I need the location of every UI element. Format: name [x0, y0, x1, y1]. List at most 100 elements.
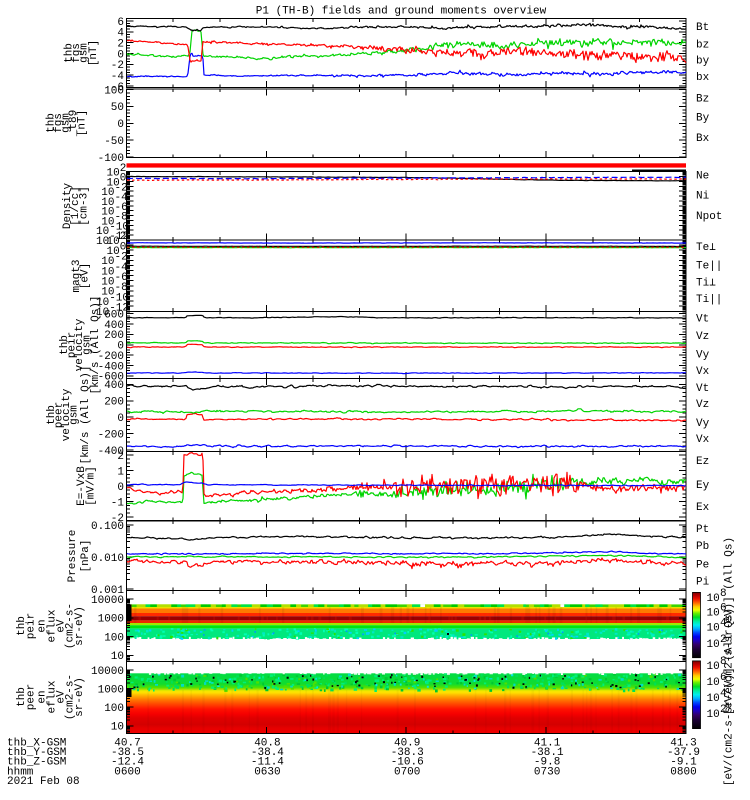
svg-text:[eV]: [eV] — [79, 263, 91, 289]
svg-text:thb: thb — [16, 616, 28, 636]
svg-text:-200: -200 — [98, 351, 124, 363]
svg-text:10: 10 — [707, 622, 720, 634]
svg-text:velocity: velocity — [74, 318, 86, 371]
svg-text:thb: thb — [45, 113, 57, 133]
svg-text:-400: -400 — [98, 446, 124, 458]
svg-text:gsm: gsm — [81, 335, 93, 355]
svg-text:-12: -12 — [109, 231, 129, 243]
svg-text:By: By — [696, 113, 710, 125]
svg-text:thb: thb — [46, 405, 58, 425]
svg-text:10000: 10000 — [91, 595, 124, 607]
svg-text:bx: bx — [696, 72, 710, 84]
svg-text:-10: -10 — [109, 292, 129, 304]
svg-text:Te⊥: Te⊥ — [696, 242, 716, 254]
svg-text:10: 10 — [707, 693, 720, 705]
svg-text:Pb: Pb — [696, 541, 709, 553]
svg-text:-12: -12 — [109, 303, 129, 315]
svg-text:10000: 10000 — [91, 666, 124, 678]
svg-text:0730: 0730 — [534, 766, 560, 778]
svg-text:-2: -2 — [115, 252, 128, 264]
svg-text:0: 0 — [120, 173, 127, 185]
svg-text:0.100: 0.100 — [91, 521, 124, 533]
svg-text:Ti||: Ti|| — [696, 294, 722, 306]
svg-text:Vy: Vy — [696, 418, 710, 430]
svg-text:6: 6 — [720, 603, 727, 615]
svg-text:-600: -600 — [98, 372, 124, 384]
svg-text:-38.1: -38.1 — [531, 747, 564, 759]
svg-text:10: 10 — [111, 651, 124, 663]
svg-text:-400: -400 — [98, 361, 124, 373]
svg-text:[mV/m]: [mV/m] — [85, 466, 97, 506]
svg-text:600: 600 — [104, 309, 124, 321]
svg-text:40.9: 40.9 — [394, 737, 420, 749]
svg-text:velocity: velocity — [61, 388, 73, 441]
svg-text:2: 2 — [720, 634, 727, 646]
svg-text:peir: peir — [66, 332, 78, 358]
svg-text:hhmm: hhmm — [7, 766, 34, 778]
svg-text:4: 4 — [720, 618, 727, 630]
svg-text:[eV/(cm2-s-sr-eV)] (All Qs): [eV/(cm2-s-sr-eV)] (All Qs) — [724, 537, 736, 715]
svg-text:eV: eV — [55, 690, 67, 704]
svg-text:100: 100 — [104, 703, 124, 715]
svg-text:en: en — [36, 619, 48, 632]
svg-text:0700: 0700 — [394, 766, 420, 778]
svg-text:41.1: 41.1 — [534, 737, 561, 749]
svg-text:400: 400 — [104, 320, 124, 332]
svg-text:4: 4 — [720, 688, 727, 700]
svg-text:peir: peir — [25, 613, 37, 639]
svg-text:eflux: eflux — [46, 680, 58, 713]
svg-text:Density: Density — [62, 183, 74, 230]
svg-text:0: 0 — [117, 482, 124, 494]
svg-text:-8: -8 — [115, 282, 128, 294]
svg-text:40.7: 40.7 — [114, 737, 140, 749]
svg-text:10: 10 — [111, 722, 124, 734]
svg-text:6: 6 — [117, 17, 124, 29]
svg-text:40.8: 40.8 — [254, 737, 280, 749]
svg-text:thb_X-GSM: thb_X-GSM — [7, 737, 66, 749]
svg-text:Pressure: Pressure — [67, 530, 79, 583]
svg-text:200: 200 — [104, 330, 124, 342]
svg-text:-38.4: -38.4 — [251, 747, 284, 759]
svg-text:-8: -8 — [115, 212, 128, 224]
svg-text:Ez: Ez — [696, 456, 709, 468]
svg-text:thb_Z-GSM: thb_Z-GSM — [7, 757, 66, 769]
svg-text:-4: -4 — [111, 71, 125, 83]
svg-text:Vt: Vt — [696, 313, 709, 325]
svg-text:0: 0 — [120, 241, 127, 253]
svg-text:Vx: Vx — [696, 434, 710, 446]
svg-text:2: 2 — [117, 39, 124, 51]
svg-text:100: 100 — [104, 632, 124, 644]
svg-text:10: 10 — [707, 709, 720, 721]
svg-text:gsm: gsm — [60, 113, 72, 133]
svg-text:1: 1 — [117, 466, 124, 478]
svg-text:2: 2 — [117, 451, 124, 463]
svg-text:10: 10 — [101, 197, 114, 209]
svg-text:bz: bz — [696, 40, 709, 52]
svg-text:Npot: Npot — [696, 211, 722, 223]
svg-text:0: 0 — [117, 413, 124, 425]
svg-text:en: en — [36, 690, 48, 703]
svg-text:2: 2 — [720, 704, 727, 716]
svg-text:Bt: Bt — [696, 22, 709, 34]
svg-text:Ex: Ex — [696, 502, 710, 514]
svg-text:-50: -50 — [104, 136, 124, 148]
svg-text:-9.8: -9.8 — [534, 757, 560, 769]
svg-text:Vy: Vy — [696, 350, 710, 362]
svg-text:sr-eV): sr-eV) — [74, 677, 86, 717]
svg-text:10: 10 — [96, 236, 109, 248]
svg-text:2021 Feb 08: 2021 Feb 08 — [7, 776, 80, 788]
svg-text:[nT]: [nT] — [76, 110, 88, 136]
svg-text:[1/cc]: [1/cc] — [70, 186, 82, 226]
svg-text:1000: 1000 — [98, 614, 124, 626]
svg-text:-38.3: -38.3 — [391, 747, 424, 759]
svg-text:-2: -2 — [115, 182, 128, 194]
svg-text:eflux: eflux — [46, 609, 58, 642]
svg-text:Vt: Vt — [696, 383, 709, 395]
svg-text:gsm: gsm — [68, 405, 80, 425]
svg-text:-6: -6 — [115, 202, 128, 214]
svg-text:fgs: fgs — [71, 43, 83, 63]
svg-text:gsm: gsm — [78, 43, 90, 63]
svg-text:10: 10 — [106, 236, 119, 248]
svg-text:Pe: Pe — [696, 560, 709, 572]
svg-text:-4: -4 — [115, 262, 129, 274]
